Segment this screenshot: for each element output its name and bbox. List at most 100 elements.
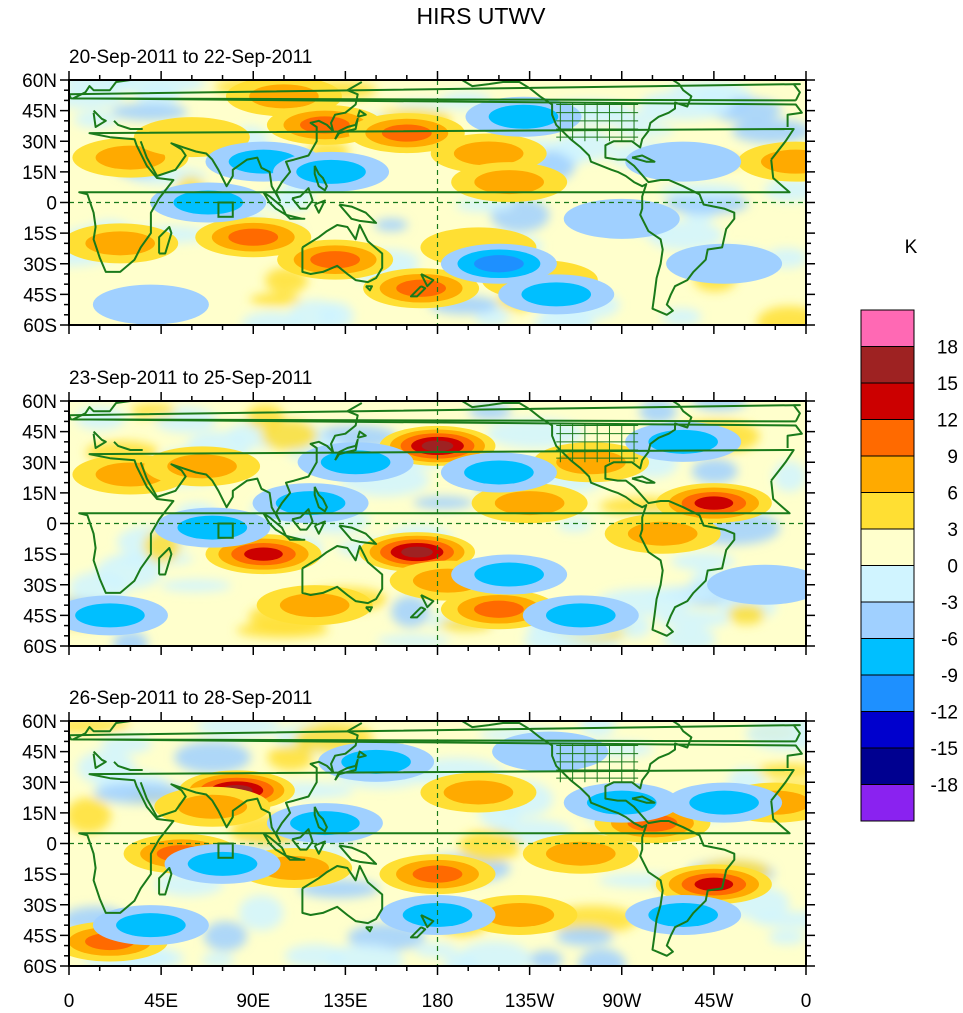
state-borders (556, 102, 639, 142)
coastline (113, 761, 143, 771)
y-tick-label: 60S (23, 637, 57, 658)
colorbar-box (860, 382, 915, 420)
anomaly-contour (707, 564, 806, 605)
y-tick-label: 60N (22, 71, 57, 92)
coastline (113, 120, 143, 130)
field-texture-blob (174, 741, 251, 774)
anomaly-contour (474, 600, 524, 618)
coastline (409, 926, 427, 939)
anomaly-contour (381, 124, 432, 142)
field-texture-blob (556, 927, 614, 946)
y-tick-label: 15N (22, 163, 57, 184)
coastline (313, 165, 328, 192)
anomaly-contour (228, 228, 279, 246)
field-texture-blob (201, 952, 235, 966)
anomaly-feature (277, 239, 394, 280)
field-texture-blob (414, 942, 458, 958)
x-tick-label: 0 (801, 991, 812, 1012)
field-texture-blob (443, 952, 479, 966)
field-texture-blob (413, 496, 474, 510)
y-tick-label: 30S (23, 896, 57, 917)
y-tick-label: 15S (23, 224, 57, 245)
coastline (69, 404, 801, 423)
field-texture-blob (376, 634, 450, 646)
anomaly-contour (296, 159, 366, 184)
anomaly-feature (420, 772, 537, 813)
coastline (420, 273, 435, 288)
anomaly-feature (492, 731, 609, 772)
coastline (334, 758, 359, 781)
field-texture-blob (671, 552, 736, 571)
anomaly-contour (133, 117, 250, 158)
coastline (78, 128, 795, 273)
field-texture-blob (578, 948, 626, 966)
anomaly-feature (737, 141, 806, 182)
coastline (72, 401, 803, 448)
coastline (338, 524, 378, 545)
anomaly-feature (625, 421, 742, 462)
colorbar-level-label: 0 (947, 557, 958, 578)
anomaly-contour (92, 284, 209, 325)
colorbar-box (860, 346, 915, 384)
chart-title: HIRS UTWV (416, 3, 546, 29)
colorbar-level-label: -3 (941, 593, 958, 614)
anomaly-contour (563, 198, 680, 239)
anomaly-feature (625, 894, 742, 935)
coastline (285, 534, 306, 541)
colorbar: K 18 15 12 9 6 3 0 -3 -6 -9 -12 -15 -18 (860, 237, 958, 822)
coastline (285, 213, 306, 220)
anomaly-feature (318, 741, 435, 782)
anomaly-contour (177, 515, 248, 540)
anomaly-contour (279, 593, 350, 618)
coastline (631, 475, 656, 484)
colorbar-level-label: 18 (937, 338, 958, 359)
anomaly-contour (556, 450, 626, 475)
field-texture-blob (238, 894, 284, 931)
coastline (313, 806, 328, 833)
colorbar-level-label: -12 (931, 703, 958, 724)
anomaly-feature (666, 782, 783, 823)
field-texture-blob (241, 311, 303, 325)
field-texture-blob (284, 944, 346, 966)
anomaly-contour (546, 603, 616, 628)
anomaly-feature (655, 483, 772, 524)
anomaly-contour (310, 251, 360, 269)
anomaly-feature (195, 217, 312, 258)
anomaly-contour (484, 902, 555, 927)
x-tick-label: 135E (323, 991, 367, 1012)
coastline (313, 840, 326, 855)
field-texture-blob (639, 401, 677, 424)
field-texture-blob (374, 218, 408, 232)
field-texture-blob (288, 299, 342, 325)
anomaly-contour (488, 104, 559, 129)
anomaly-feature (69, 223, 179, 264)
coastline (313, 486, 328, 513)
field-texture-blob (203, 921, 248, 951)
field-texture-blob (458, 829, 522, 863)
anomaly-feature (461, 894, 578, 935)
colorbar-level-label: 3 (947, 520, 958, 541)
anomaly-contour (167, 454, 237, 479)
coastline (461, 721, 736, 957)
anomaly-feature (273, 151, 390, 192)
coastline (139, 402, 363, 523)
coastline (72, 721, 803, 768)
field-texture-blob (107, 80, 206, 95)
coastline (158, 547, 173, 576)
anomaly-feature (144, 446, 261, 487)
coastline (72, 80, 803, 127)
anomaly-feature (522, 833, 639, 874)
coastlines (69, 80, 803, 316)
anomaly-feature (451, 162, 568, 203)
anomaly-contour (666, 243, 783, 284)
anomaly-feature (348, 113, 465, 154)
colorbar-box (860, 784, 915, 822)
coastline (291, 828, 314, 851)
state-borders (556, 423, 639, 463)
field-texture-blob (261, 420, 318, 451)
colorbar-level-label: 15 (937, 374, 958, 395)
field-texture-blob (100, 734, 152, 754)
anomaly-contour (474, 255, 524, 273)
coastline (291, 187, 314, 210)
coastline (285, 854, 306, 861)
